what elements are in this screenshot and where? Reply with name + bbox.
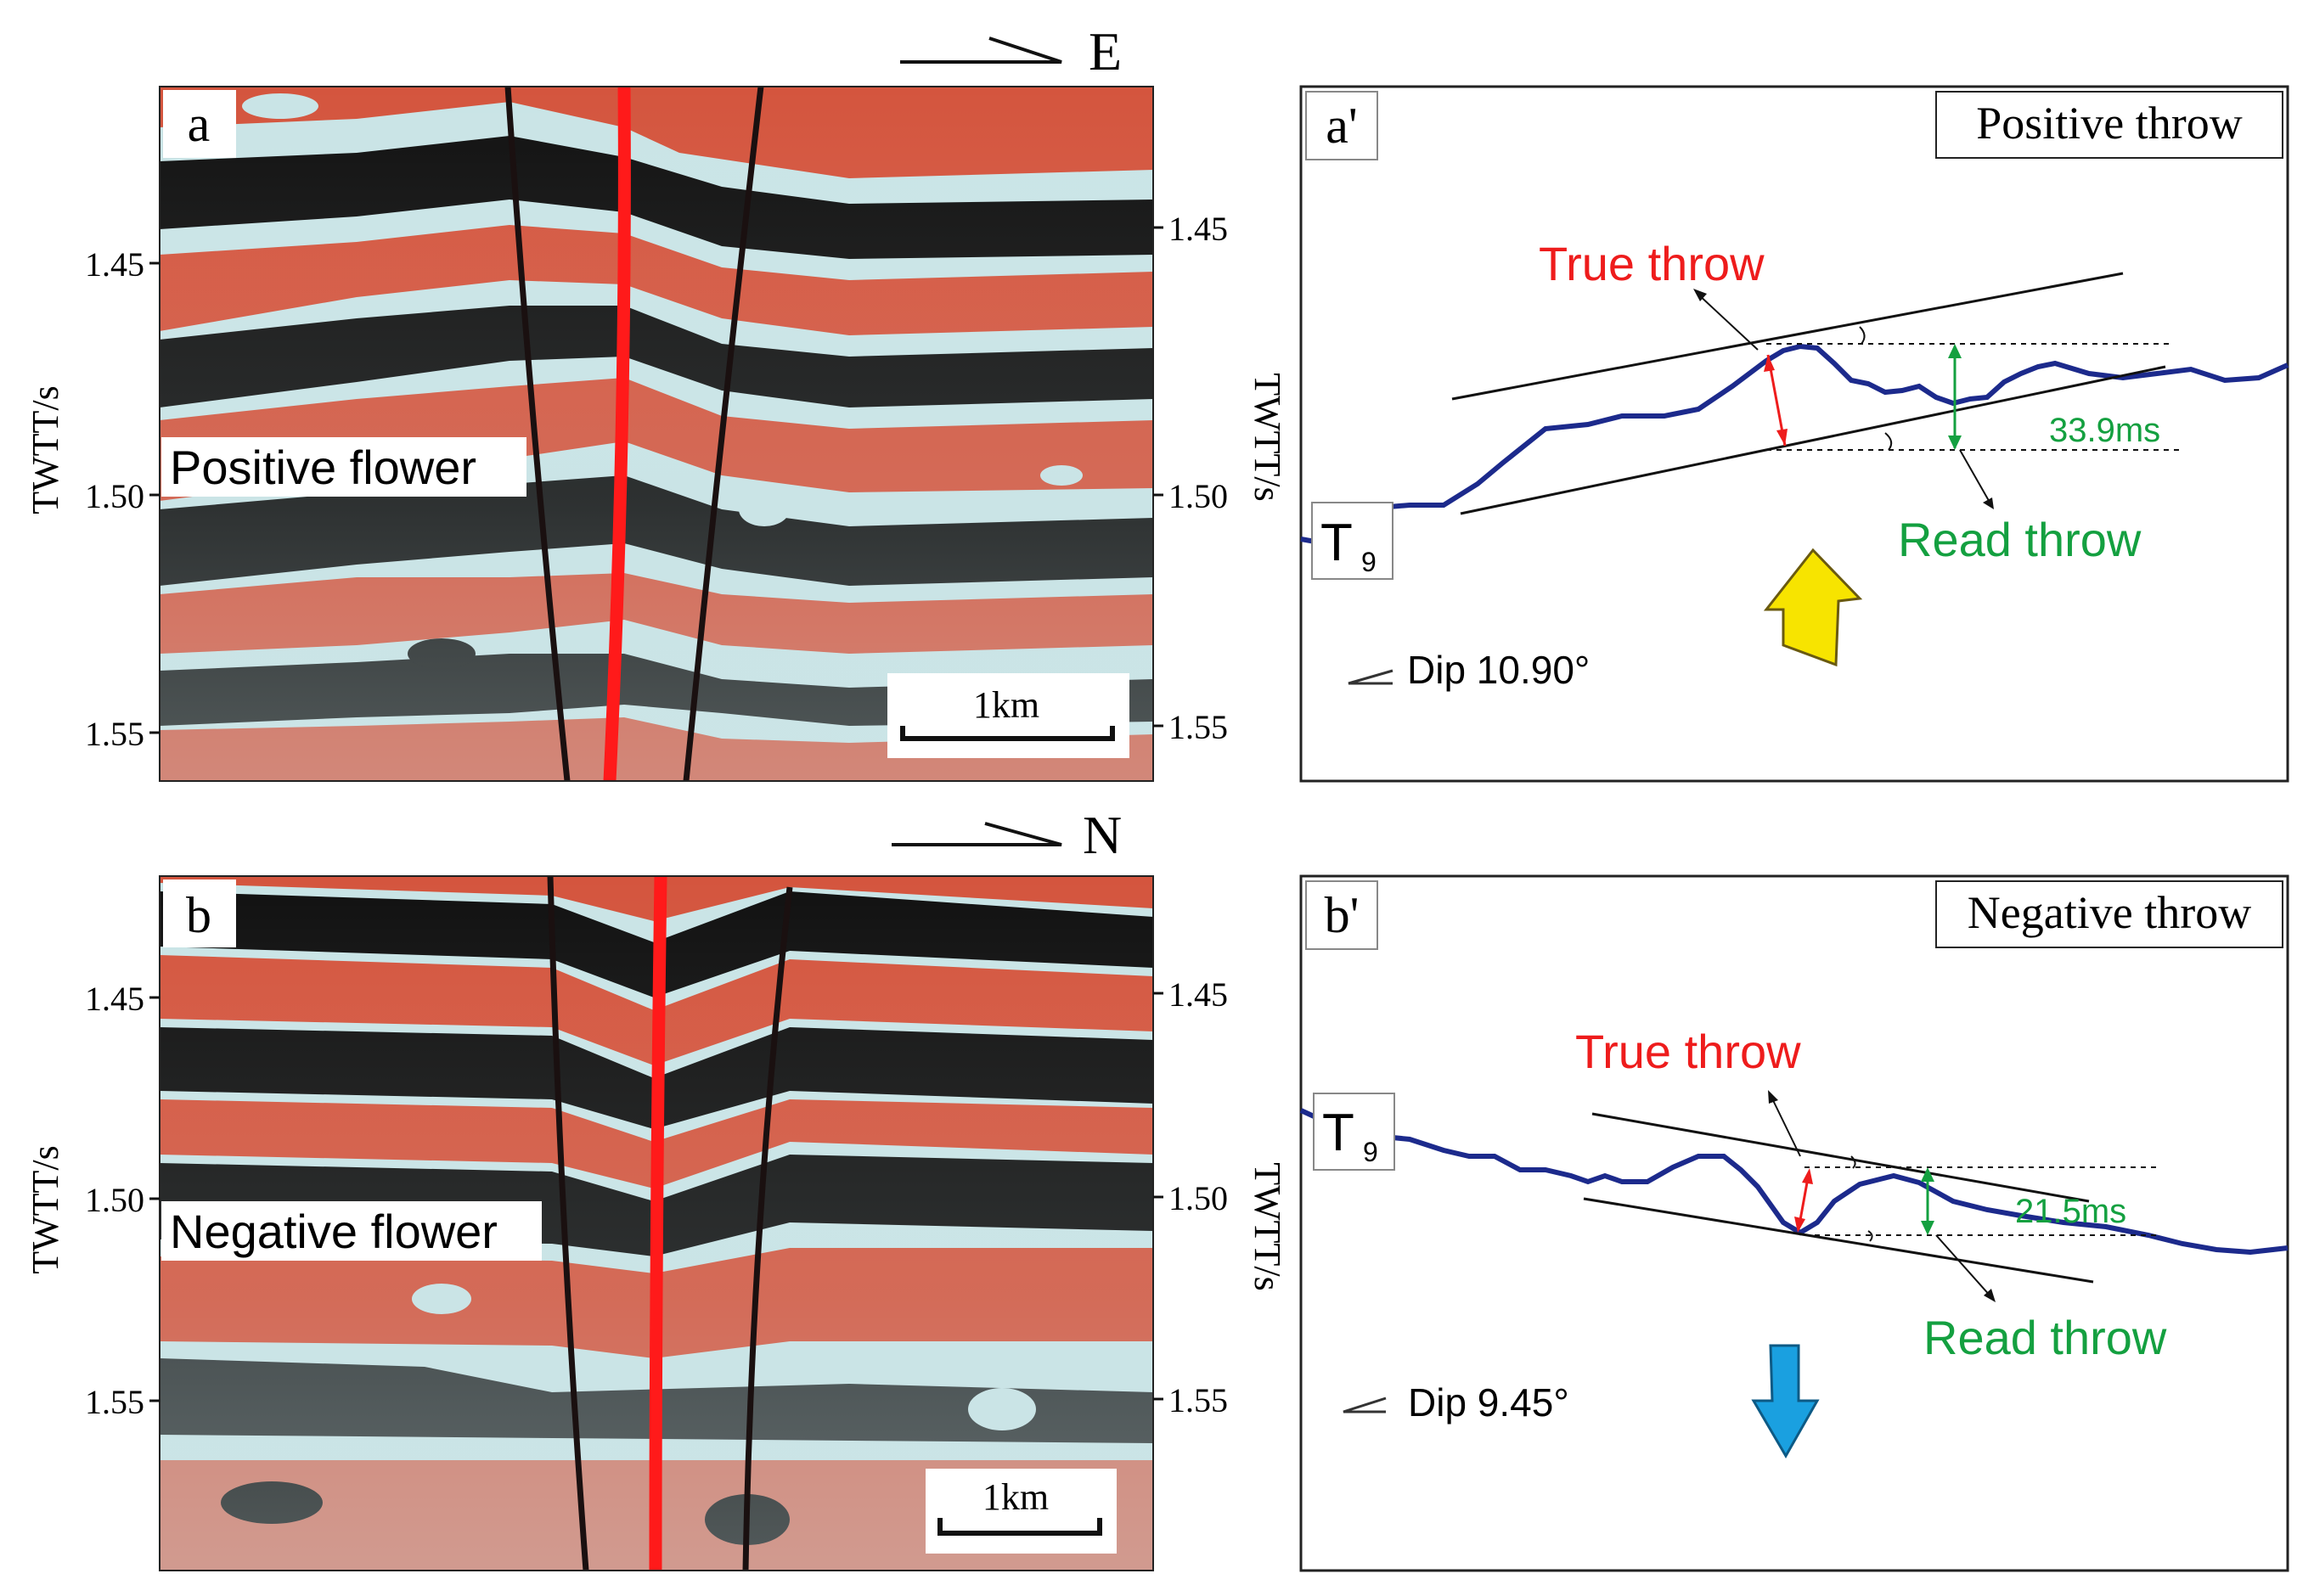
subsidence-arrow-icon xyxy=(1751,1344,1820,1459)
uplift-arrow-icon xyxy=(1763,548,1863,667)
seismic-panel-b: b Negative flower 1km N 1.45 1.50 1.55 T… xyxy=(25,805,1288,1571)
positive-flower-label: Positive flower xyxy=(170,441,476,494)
direction-arrow-n xyxy=(892,822,1062,846)
tick-right-b-2: 1.50 xyxy=(1168,1179,1228,1217)
axis-title-right-b: TWTT/s xyxy=(1247,1162,1288,1291)
dip-label-a: Dip 10.90° xyxy=(1407,648,1590,692)
fault-main-a xyxy=(603,87,631,781)
scale-bar-b xyxy=(937,1518,1102,1536)
fault-plane-lower-a xyxy=(1460,365,2166,515)
scale-label-a: 1km xyxy=(973,684,1039,726)
tick-right-b-3: 1.55 xyxy=(1168,1381,1228,1419)
throw-value-b: 21.5ms xyxy=(2015,1193,2126,1230)
fault-plane-upper-b xyxy=(1591,1112,2090,1203)
true-throw-label-b: True throw xyxy=(1575,1025,1801,1078)
negative-flower-label: Negative flower xyxy=(170,1205,498,1258)
horizon-t9-a xyxy=(1300,343,2289,547)
fault-plane-upper-a xyxy=(1451,272,2124,401)
scale-bar-a xyxy=(900,726,1115,741)
horizon-sub-b: 9 xyxy=(1363,1137,1378,1167)
axis-title-left-a: TWTT/s xyxy=(25,385,66,514)
seismic-panel-a: a Positive flower 1km E 1.45 1.50 1.55 T… xyxy=(25,21,1288,782)
fault-main-b xyxy=(649,876,667,1571)
fault-branch-right-b xyxy=(742,886,793,1571)
dip-angle-icon-b xyxy=(1343,1396,1387,1413)
tick-right-a-2: 1.50 xyxy=(1168,477,1228,515)
dip-angle-icon-a xyxy=(1348,669,1393,685)
tick-left-b-1: 1.45 xyxy=(85,980,144,1018)
panel-label-b: b xyxy=(186,887,211,943)
tick-right-a-1: 1.45 xyxy=(1168,210,1228,248)
tick-left-b-2: 1.50 xyxy=(85,1181,144,1219)
axis-title-left-b: TWTT/s xyxy=(25,1145,66,1274)
dip-label-b: Dip 9.45° xyxy=(1408,1380,1569,1425)
direction-arrow-e xyxy=(900,37,1062,64)
scale-label-b: 1km xyxy=(982,1476,1049,1518)
fault-branch-right-a xyxy=(683,87,764,781)
left-axis-a: 1.45 1.50 1.55 TWTT/s xyxy=(25,245,160,753)
read-throw-label-b: Read throw xyxy=(1923,1311,2167,1364)
panel-label-a-prime: a' xyxy=(1326,98,1357,154)
tick-right-b-1: 1.45 xyxy=(1168,975,1228,1014)
fault-branch-left-b xyxy=(547,876,589,1571)
schematic-panel-b-prime: b' Negative throw True throw Read throw … xyxy=(1299,874,2289,1572)
horizon-t9-b xyxy=(1299,1108,2289,1256)
tick-right-a-3: 1.55 xyxy=(1168,708,1228,746)
throw-value-a: 33.9ms xyxy=(2049,412,2160,449)
tick-left-a-2: 1.50 xyxy=(85,477,144,515)
direction-n: N xyxy=(1083,805,1122,865)
panel-label-a: a xyxy=(188,96,211,152)
schematic-panel-a-prime: a' Positive throw True throw Read throw … xyxy=(1299,85,2289,783)
direction-e: E xyxy=(1089,21,1122,81)
tick-left-a-3: 1.55 xyxy=(85,715,144,753)
left-axis-b: 1.45 1.50 1.55 TWTT/s xyxy=(25,980,160,1421)
right-axis-a: 1.45 1.50 1.55 TWTT/s xyxy=(1153,210,1288,746)
panel-label-b-prime: b' xyxy=(1325,887,1360,943)
horizon-label-a: T xyxy=(1320,514,1353,572)
axis-title-right-a: TWTT/s xyxy=(1247,373,1288,502)
tick-left-b-3: 1.55 xyxy=(85,1383,144,1421)
right-axis-b: 1.45 1.50 1.55 TWTT/s xyxy=(1153,975,1288,1419)
fault-plane-lower-b xyxy=(1583,1197,2094,1284)
horizon-label-b: T xyxy=(1322,1104,1354,1162)
fault-branch-left-a xyxy=(504,87,571,781)
read-throw-label-a: Read throw xyxy=(1898,513,2142,566)
positive-throw-title: Positive throw xyxy=(1976,98,2243,149)
tick-left-a-1: 1.45 xyxy=(85,245,144,284)
horizon-sub-a: 9 xyxy=(1361,547,1377,577)
negative-throw-title: Negative throw xyxy=(1968,887,2251,938)
true-throw-label-a: True throw xyxy=(1539,237,1765,290)
